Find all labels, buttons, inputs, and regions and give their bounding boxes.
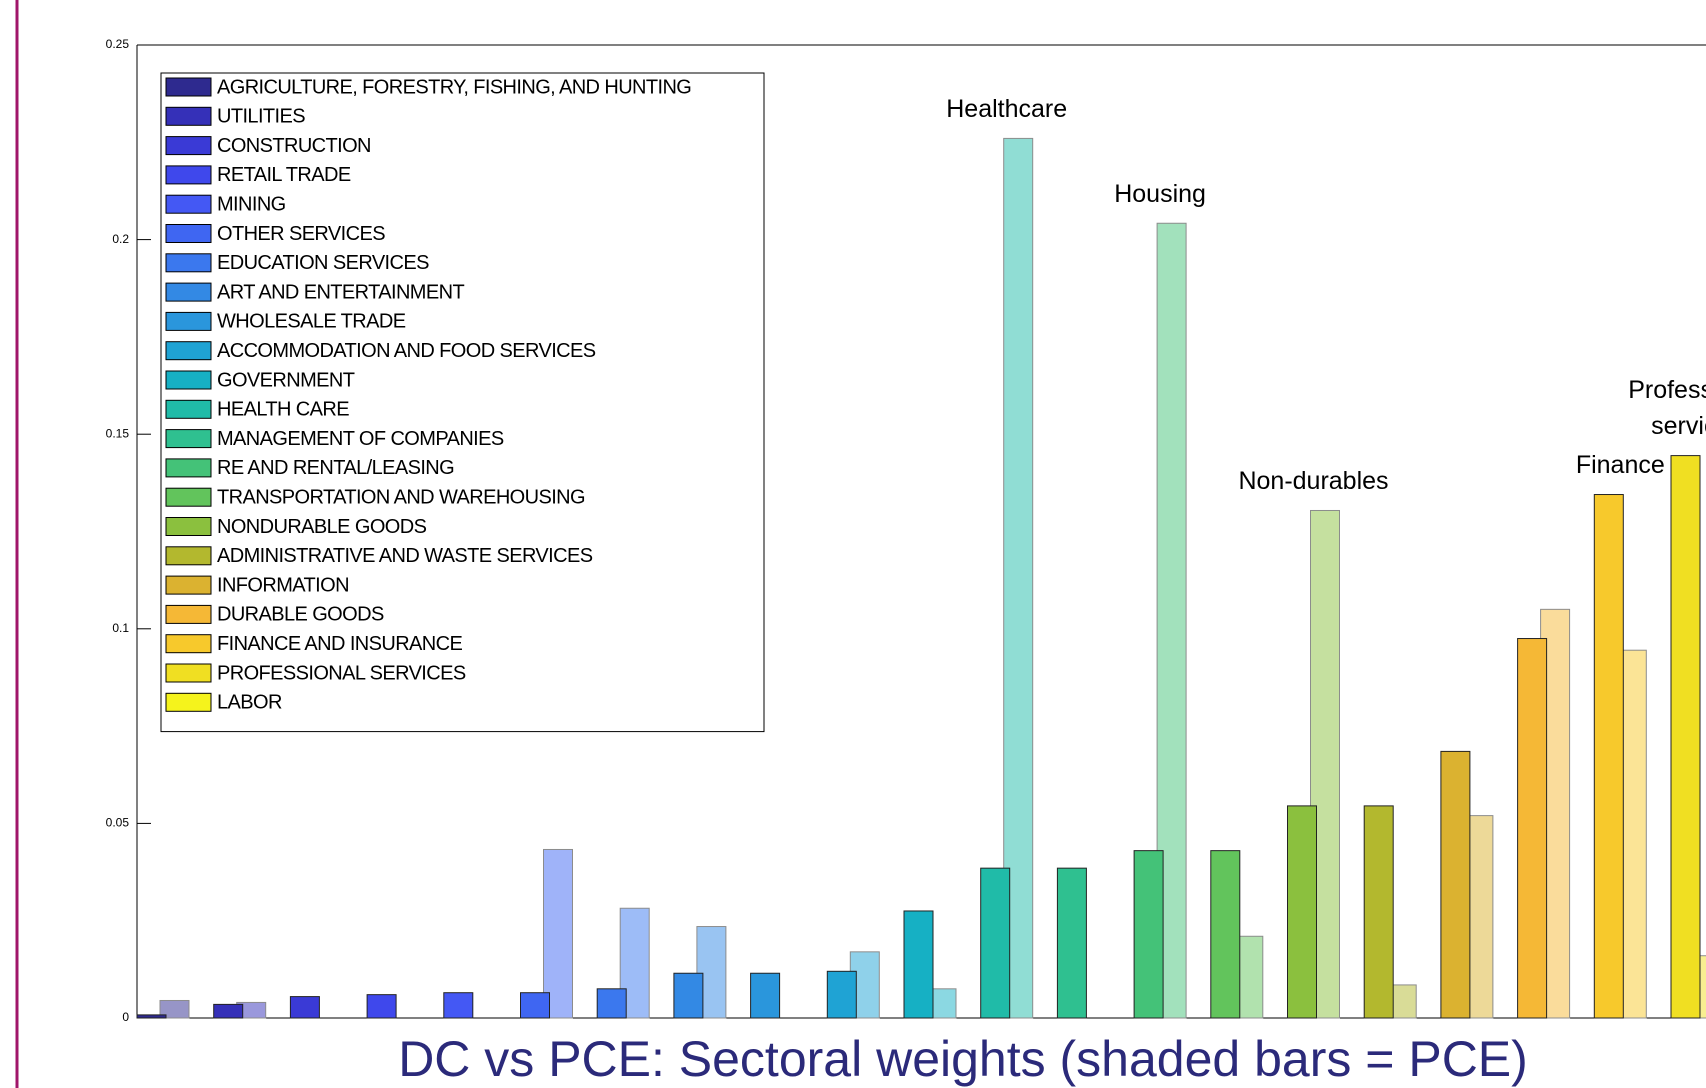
legend-swatch [165,604,212,624]
legend-label: NONDURABLE GOODS [217,516,427,538]
legend-swatch [165,487,212,507]
legend-label: RE AND RENTAL/LEASING [217,457,454,479]
annotation: Finance [1576,451,1665,479]
bar [1670,455,1701,1019]
bar [1363,805,1394,1019]
bar [750,972,781,1019]
annotation: Housing [1114,180,1206,208]
bar [213,1003,244,1019]
legend-swatch [165,634,212,654]
y-tick-label: 0 [122,1010,129,1024]
bar [596,988,627,1019]
legend-swatch [165,575,212,595]
bar [1440,750,1471,1019]
legend-label: TRANSPORTATION AND WAREHOUSING [217,486,585,508]
legend-label: ADMINISTRATIVE AND WASTE SERVICES [217,545,593,567]
bar [136,1014,167,1019]
bar [543,848,573,1019]
bar [520,992,550,1019]
legend-label: CONSTRUCTION [217,135,371,157]
legend-swatch [165,253,212,273]
y-tick-label: 0.2 [112,232,129,246]
legend-label: UTILITIES [217,106,305,128]
legend-swatch [165,165,212,185]
legend-swatch [165,136,212,156]
chart-title: DC vs PCE: Sectoral weights (shaded bars… [398,1031,1528,1087]
legend-label: OTHER SERVICES [217,223,385,245]
legend-swatch [165,194,212,214]
legend: AGRICULTURE, FORESTRY, FISHING, AND HUNT… [160,72,765,733]
y-tick-label: 0.15 [106,426,130,440]
legend-swatch [165,106,212,126]
bar [673,972,704,1019]
y-tick-label: 0.25 [106,37,130,51]
legend-swatch [165,458,212,478]
legend-swatch [165,341,212,361]
legend-label: FINANCE AND INSURANCE [217,633,462,655]
annotation: Healthcare [946,95,1067,123]
y-tick-label: 0.05 [106,816,130,830]
legend-swatch [165,517,212,536]
bar [366,994,397,1019]
legend-label: ART AND ENTERTAINMENT [217,281,464,303]
legend-label: HEALTH CARE [217,399,349,421]
legend-swatch [165,692,212,712]
legend-label: MANAGEMENT OF COMPANIES [217,428,504,450]
legend-label: LABOR [217,692,282,714]
annotation: Professional [1628,376,1706,404]
bar [1133,850,1164,1019]
bar [980,867,1011,1019]
legend-swatch [165,399,212,419]
legend-label: GOVERNMENT [217,369,355,391]
legend-label: AGRICULTURE, FORESTRY, FISHING, AND HUNT… [217,76,691,98]
bar [1056,867,1087,1019]
legend-box [160,72,765,733]
legend-label: MINING [217,193,286,215]
bar [826,970,857,1019]
y-tick-label: 0.1 [112,621,129,635]
annotation: Non-durables [1238,467,1388,495]
legend-swatch [165,546,212,566]
legend-label: WHOLESALE TRADE [217,311,406,333]
bar [443,992,474,1019]
legend-label: RETAIL TRADE [217,164,351,186]
legend-swatch [165,282,212,302]
legend-label: INFORMATION [217,574,349,596]
legend-swatch [165,311,212,331]
bar [1287,805,1317,1019]
legend-label: PROFESSIONAL SERVICES [217,662,466,684]
legend-swatch [165,429,212,449]
bar [1517,638,1548,1019]
bar [903,910,934,1019]
legend-swatch [165,370,212,390]
annotation: services [1651,412,1706,440]
legend-swatch [165,77,212,97]
legend-label: EDUCATION SERVICES [217,252,429,274]
bar [289,996,320,1019]
bar [159,999,190,1019]
legend-swatch [165,663,212,683]
legend-label: ACCOMMODATION AND FOOD SERVICES [217,340,596,362]
legend-label: DURABLE GOODS [217,604,384,626]
legend-swatch [165,224,212,243]
bar [1210,850,1241,1019]
bar [1593,494,1624,1019]
